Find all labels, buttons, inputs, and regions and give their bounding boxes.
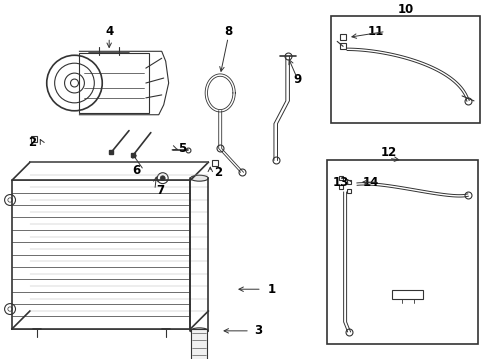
Text: 4: 4: [105, 25, 113, 38]
Text: 2: 2: [28, 136, 36, 149]
Bar: [191, 329, 207, 360]
Ellipse shape: [190, 175, 208, 181]
Circle shape: [160, 176, 165, 181]
Text: 9: 9: [293, 73, 301, 86]
Text: 6: 6: [132, 164, 140, 177]
Bar: [79, 53, 148, 113]
Text: 7: 7: [156, 184, 164, 197]
Ellipse shape: [190, 328, 208, 334]
Text: 2: 2: [214, 166, 222, 179]
Text: 11: 11: [367, 25, 383, 38]
Bar: [326, 160, 477, 344]
Text: 12: 12: [380, 146, 396, 159]
Text: 5: 5: [178, 142, 186, 155]
Text: 14: 14: [362, 176, 378, 189]
Text: 3: 3: [253, 324, 262, 337]
Bar: [391, 290, 423, 299]
Text: 8: 8: [224, 25, 232, 38]
Bar: [330, 15, 479, 123]
Text: 10: 10: [397, 3, 413, 16]
Text: 1: 1: [267, 283, 275, 296]
Text: 13: 13: [332, 176, 348, 189]
